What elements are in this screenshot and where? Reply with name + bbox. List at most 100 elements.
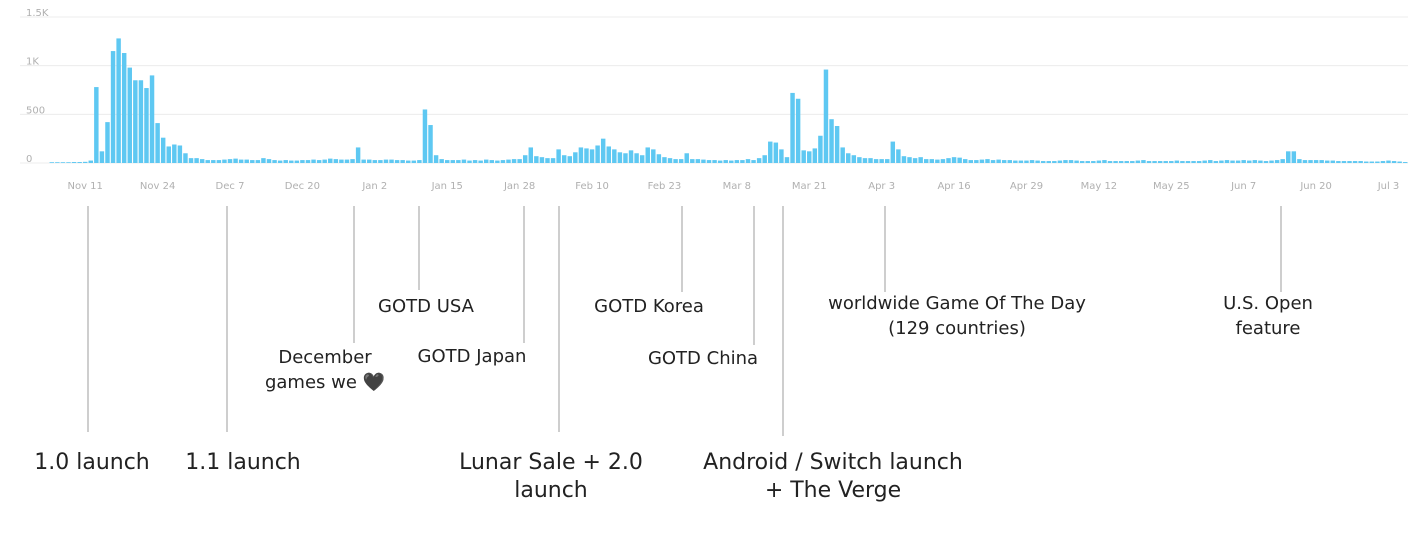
- annotation-text: GOTD Japan: [418, 346, 527, 367]
- bar: [651, 149, 656, 163]
- bar: [328, 158, 333, 163]
- bar: [1163, 161, 1168, 163]
- bar: [612, 149, 617, 163]
- bar: [1085, 161, 1090, 163]
- bar: [885, 159, 890, 163]
- bar: [272, 160, 277, 163]
- bar: [472, 160, 478, 163]
- bar: [617, 152, 623, 163]
- bar: [522, 155, 528, 163]
- bar: [144, 88, 149, 163]
- bar: [255, 160, 261, 163]
- bar: [422, 109, 428, 163]
- bar: [595, 145, 600, 163]
- bar: [211, 160, 216, 163]
- bar: [1068, 160, 1074, 163]
- bar: [411, 160, 417, 163]
- bar: [361, 159, 366, 163]
- bar: [1386, 160, 1391, 163]
- x-tick-label: Apr 16: [937, 181, 970, 192]
- bar: [1074, 160, 1079, 163]
- bar: [1146, 161, 1152, 163]
- bar: [846, 153, 851, 163]
- bar: [862, 158, 868, 163]
- bar: [333, 159, 339, 163]
- bar: [823, 69, 829, 163]
- bar: [495, 160, 500, 163]
- bar: [99, 151, 105, 163]
- bar: [300, 160, 305, 163]
- bar: [690, 159, 695, 163]
- bar: [105, 122, 110, 163]
- bar: [205, 160, 210, 163]
- bar: [717, 160, 723, 163]
- bar: [1091, 161, 1096, 163]
- x-tick-label: May 25: [1153, 181, 1190, 192]
- bar: [456, 160, 461, 163]
- bar: [149, 75, 155, 163]
- bar: [1213, 161, 1219, 163]
- bar: [445, 160, 450, 163]
- bar: [60, 162, 66, 163]
- annotation-text: Lunar Sale + 2.0: [459, 450, 643, 475]
- annotation-text: U.S. Open: [1223, 293, 1313, 314]
- bar: [1313, 160, 1319, 163]
- bar: [55, 162, 60, 163]
- bar: [1397, 161, 1402, 163]
- annotation-text: games we 🖤: [265, 372, 386, 393]
- bar: [840, 147, 845, 163]
- bar: [940, 159, 946, 163]
- x-tick-label: Apr 29: [1010, 181, 1043, 192]
- bar: [1052, 161, 1057, 163]
- bar: [1102, 160, 1107, 163]
- bar: [634, 153, 639, 163]
- bar: [756, 158, 762, 163]
- x-tick-label: Jul 3: [1377, 181, 1400, 192]
- y-tick-label: 0: [26, 154, 32, 165]
- x-tick-label: Dec 20: [285, 181, 320, 192]
- bar: [673, 159, 678, 163]
- bar: [1135, 160, 1141, 163]
- bar: [1202, 160, 1207, 163]
- bar: [483, 159, 489, 163]
- annotation-text: GOTD China: [648, 348, 758, 369]
- bar: [1235, 160, 1241, 163]
- y-tick-label: 500: [26, 105, 45, 116]
- x-tick-label: May 12: [1081, 181, 1118, 192]
- bar: [394, 160, 400, 163]
- annotation-text: 1.0 launch: [34, 450, 150, 475]
- bar: [868, 158, 873, 163]
- bar: [261, 158, 266, 163]
- bar: [639, 155, 645, 163]
- x-tick-label: Jan 15: [431, 181, 463, 192]
- bar: [528, 147, 534, 163]
- bar: [578, 147, 584, 163]
- bar: [94, 87, 99, 163]
- bar: [372, 160, 378, 163]
- x-tick-label: Mar 8: [723, 181, 751, 192]
- bar: [1402, 162, 1408, 163]
- bar: [623, 153, 628, 163]
- bar: [199, 159, 205, 163]
- annotation-text: 1.1 launch: [185, 450, 301, 475]
- bar: [1375, 161, 1380, 163]
- bar: [896, 149, 901, 163]
- bar: [990, 160, 996, 163]
- bar: [600, 138, 606, 163]
- bar: [712, 160, 717, 163]
- x-tick-label: Nov 11: [67, 181, 102, 192]
- bar: [1230, 160, 1235, 163]
- bar: [266, 159, 272, 163]
- bar: [1141, 160, 1146, 163]
- bar: [344, 159, 350, 163]
- bar: [762, 155, 767, 163]
- bar: [1174, 160, 1180, 163]
- bar: [678, 159, 684, 163]
- bar: [556, 149, 561, 163]
- bar: [790, 92, 795, 163]
- bar: [316, 160, 322, 163]
- bar: [177, 145, 183, 163]
- annotation-text: + The Verge: [765, 478, 901, 503]
- bar: [138, 80, 144, 163]
- bar: [1369, 161, 1375, 163]
